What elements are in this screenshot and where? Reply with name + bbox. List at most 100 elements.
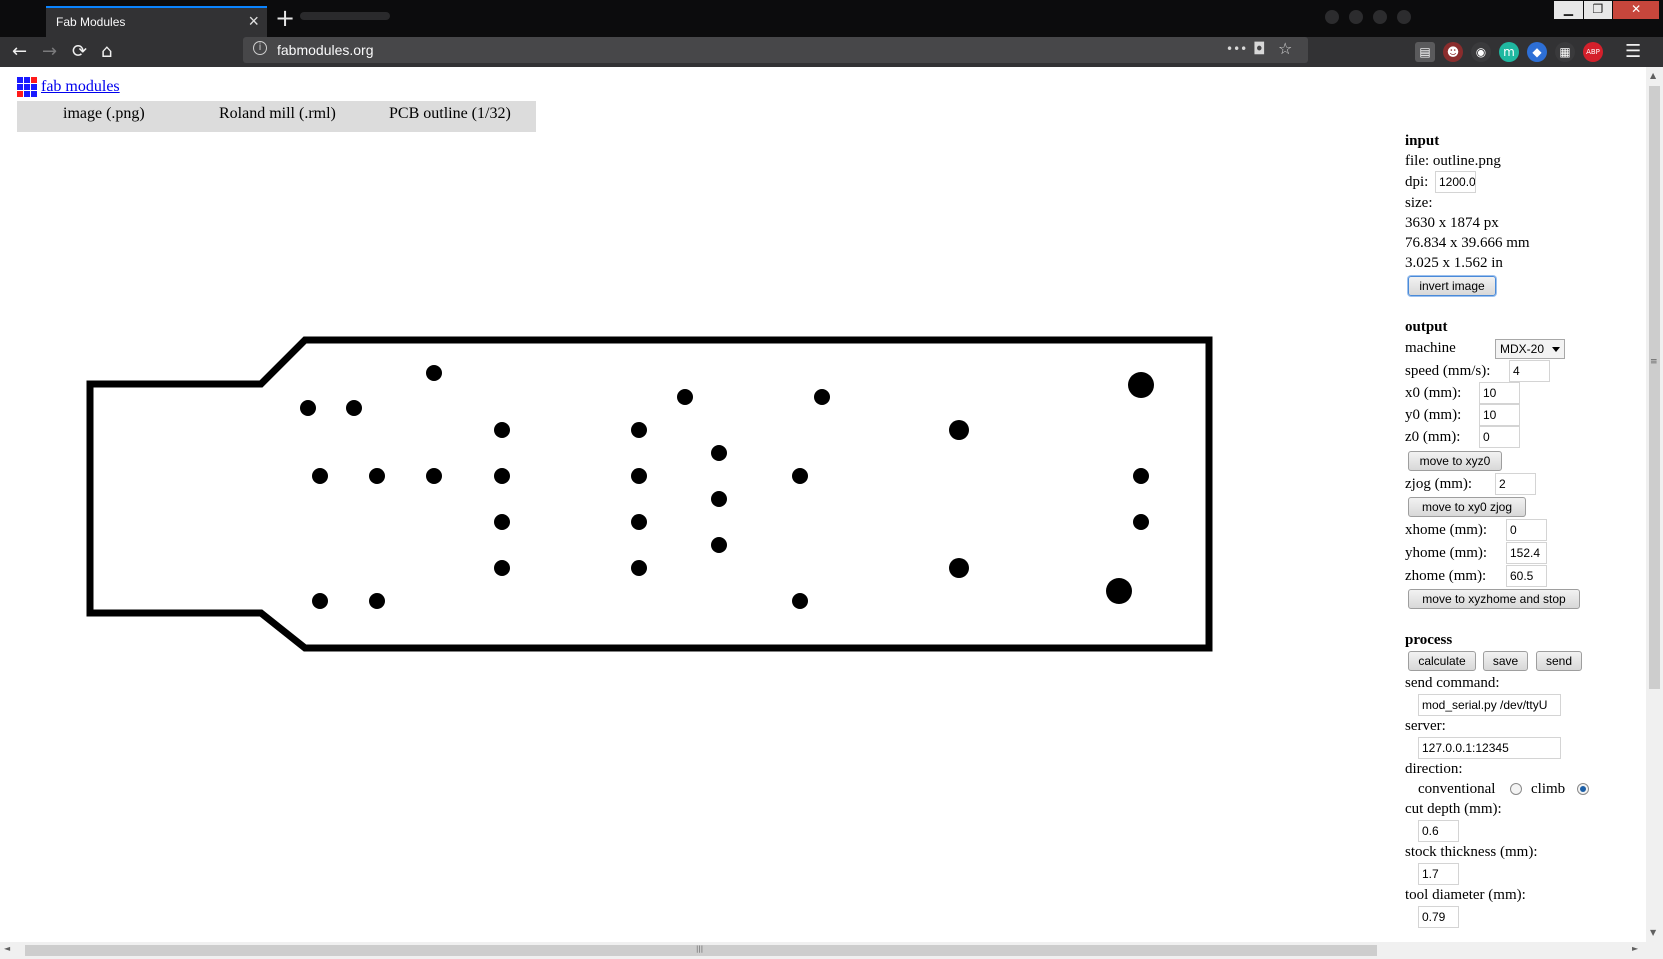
y0-label: y0 (mm):: [1405, 407, 1462, 423]
file-row: file: outline.png: [1405, 151, 1501, 171]
hole: [369, 593, 385, 609]
cut-depth-input[interactable]: 0.6: [1418, 820, 1459, 842]
xhome-label: xhome (mm):: [1405, 522, 1488, 538]
hole: [631, 422, 647, 438]
size-in: 3.025 x 1.562 in: [1405, 255, 1503, 271]
site-info-icon[interactable]: i: [253, 41, 267, 55]
scroll-down-icon[interactable]: ▼: [1650, 928, 1657, 937]
yhome-input[interactable]: 152.4: [1506, 542, 1547, 564]
move-to-xy0-zjog-button[interactable]: move to xy0 zjog: [1408, 497, 1526, 517]
hole: [631, 468, 647, 484]
calculate-button[interactable]: calculate: [1408, 651, 1476, 671]
window-close-icon[interactable]: ✕: [1613, 1, 1659, 19]
machine-select[interactable]: MDX-20: [1495, 339, 1565, 359]
home-icon[interactable]: ⌂: [101, 41, 113, 62]
conventional-label: conventional: [1418, 781, 1496, 797]
scroll-right-icon[interactable]: ►: [1632, 944, 1639, 953]
size-mm: 76.834 x 39.666 mm: [1405, 235, 1530, 251]
horizontal-scrollbar[interactable]: ◄ ||| ►: [0, 942, 1646, 959]
vertical-scrollbar[interactable]: ▲ ≡ ▼: [1646, 67, 1663, 943]
zjog-input[interactable]: 2: [1495, 473, 1536, 495]
machine-label: machine: [1405, 340, 1456, 356]
save-button[interactable]: save: [1483, 651, 1528, 671]
hole: [494, 422, 510, 438]
hole: [1106, 578, 1132, 604]
direction-label: direction:: [1405, 761, 1463, 777]
scroll-grip-icon: ≡: [1650, 357, 1658, 367]
dpi-label: dpi:: [1405, 174, 1429, 190]
file-label: file:: [1405, 153, 1430, 169]
shield-extension-icon[interactable]: ◆: [1527, 42, 1547, 62]
menu-icon[interactable]: ☰: [1625, 41, 1642, 62]
speed-input[interactable]: 4: [1509, 360, 1550, 382]
reload-icon[interactable]: ⟳: [72, 41, 88, 62]
page-actions-icon[interactable]: •••: [1226, 42, 1248, 56]
tool-diameter-input[interactable]: 0.79: [1418, 906, 1459, 928]
browser-titlebar: Fab Modules × + ▁ ❐ ✕: [0, 0, 1663, 37]
minimize-icon[interactable]: ▁: [1554, 1, 1583, 19]
browser-tab[interactable]: Fab Modules ×: [46, 6, 267, 37]
fab-modules-logo-icon: [17, 77, 37, 97]
move-to-xyzhome-button[interactable]: move to xyzhome and stop: [1408, 589, 1580, 609]
z0-input[interactable]: 0: [1479, 426, 1520, 448]
cut-depth-label: cut depth (mm):: [1405, 801, 1502, 817]
avatar-extension-icon[interactable]: ☻: [1443, 42, 1463, 62]
speed-label: speed (mm/s):: [1405, 363, 1491, 379]
horizontal-scroll-thumb[interactable]: [25, 945, 1377, 956]
new-tab-icon[interactable]: +: [275, 4, 296, 32]
forward-icon[interactable]: →: [42, 41, 58, 62]
conventional-radio[interactable]: [1510, 783, 1522, 795]
zhome-input[interactable]: 60.5: [1506, 565, 1547, 587]
blurred-tab-area: [300, 12, 390, 20]
url-bar[interactable]: i fabmodules.org ••• ◘ ☆: [243, 37, 1308, 63]
send-button[interactable]: send: [1536, 651, 1582, 671]
server-input[interactable]: 127.0.0.1:12345: [1418, 737, 1561, 759]
xhome-input[interactable]: 0: [1506, 519, 1547, 541]
hole: [677, 389, 693, 405]
scroll-up-icon[interactable]: ▲: [1650, 71, 1657, 80]
hole: [300, 400, 316, 416]
grid-extension-icon[interactable]: ▦: [1555, 42, 1575, 62]
adblock-extension-icon[interactable]: ABP: [1583, 42, 1603, 62]
send-command-input[interactable]: mod_serial.py /dev/ttyU: [1418, 694, 1561, 716]
hole: [369, 468, 385, 484]
color-extension-icon[interactable]: ◉: [1471, 42, 1491, 62]
logo-square: [31, 77, 37, 83]
pocket-icon[interactable]: ◘: [1253, 39, 1266, 58]
climb-radio[interactable]: [1577, 783, 1589, 795]
move-to-xyz0-button[interactable]: move to xyz0: [1408, 451, 1502, 471]
zhome-label: zhome (mm):: [1405, 568, 1487, 584]
stock-thickness-input[interactable]: 1.7: [1418, 863, 1459, 885]
m-extension-icon[interactable]: m: [1499, 42, 1519, 62]
vertical-scroll-thumb[interactable]: [1649, 86, 1660, 689]
size-px: 3630 x 1874 px: [1405, 215, 1499, 231]
send-command-label: send command:: [1405, 675, 1500, 691]
back-icon[interactable]: ←: [12, 41, 28, 62]
hole: [814, 389, 830, 405]
hole: [426, 365, 442, 381]
process-heading: process: [1405, 632, 1453, 648]
url-text[interactable]: fabmodules.org: [277, 42, 374, 58]
reader-view-icon[interactable]: ▤: [1415, 42, 1435, 62]
hole: [631, 560, 647, 576]
maximize-icon[interactable]: ❐: [1583, 1, 1613, 19]
z0-label: z0 (mm):: [1405, 429, 1461, 445]
tab-close-icon[interactable]: ×: [248, 11, 259, 31]
module-pcb-outline[interactable]: PCB outline (1/32): [389, 105, 511, 122]
scroll-left-icon[interactable]: ◄: [4, 944, 11, 953]
page-body: [0, 67, 1663, 959]
module-roland-mill[interactable]: Roland mill (.rml): [219, 105, 336, 122]
hole: [949, 420, 969, 440]
bookmark-star-icon[interactable]: ☆: [1278, 39, 1293, 58]
blurred-toolbar-area: [1325, 10, 1435, 24]
scrollbar-corner: [1646, 942, 1663, 959]
dpi-input[interactable]: 1200.0: [1435, 171, 1476, 193]
hole: [1128, 372, 1154, 398]
x0-input[interactable]: 10: [1479, 382, 1520, 404]
module-image[interactable]: image (.png): [63, 105, 145, 122]
app-title-link[interactable]: fab modules: [41, 78, 120, 95]
hole: [792, 468, 808, 484]
x0-label: x0 (mm):: [1405, 385, 1462, 401]
y0-input[interactable]: 10: [1479, 404, 1520, 426]
invert-image-button[interactable]: invert image: [1408, 276, 1496, 296]
